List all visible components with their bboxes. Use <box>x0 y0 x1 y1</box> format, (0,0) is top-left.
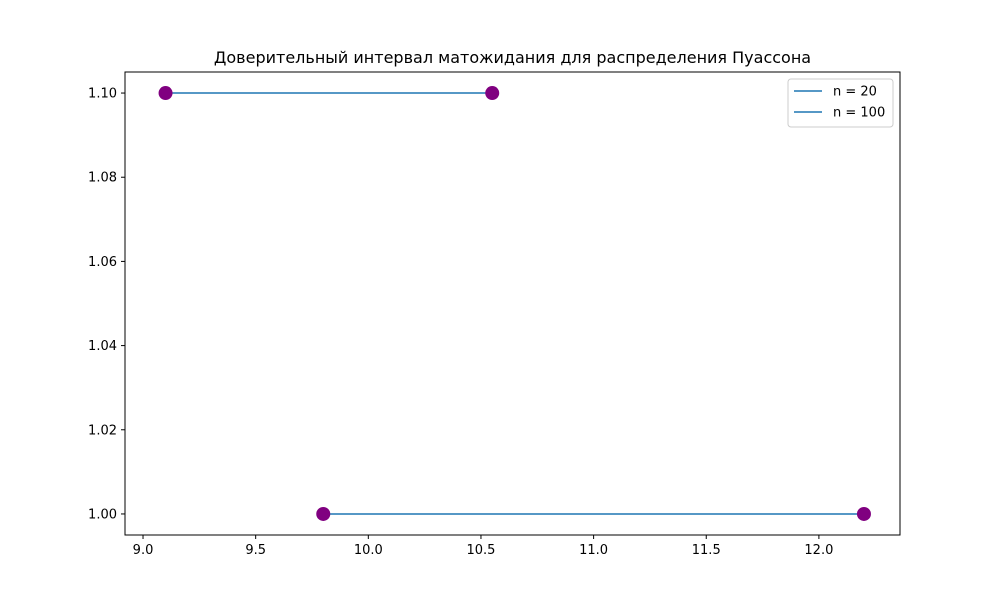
y-tick-label: 1.04 <box>88 339 117 354</box>
chart-title: Доверительный интервал матожидания для р… <box>214 48 811 67</box>
y-tick-label: 1.10 <box>88 87 117 102</box>
x-axis: 9.0 9.5 10.0 10.5 11.0 11.5 12.0 <box>133 535 833 558</box>
y-tick-label: 1.00 <box>88 507 117 522</box>
legend-label-1: n = 20 <box>833 85 877 100</box>
y-axis: 1.00 1.02 1.04 1.06 1.08 1.10 <box>88 87 125 522</box>
series-2-point <box>316 506 331 521</box>
series-1-point <box>158 86 173 101</box>
series-2-point <box>856 506 871 521</box>
plot-area <box>124 71 901 536</box>
x-tick-label: 12.0 <box>804 543 833 558</box>
x-tick-label: 9.0 <box>133 543 154 558</box>
x-tick-label: 11.5 <box>692 543 721 558</box>
y-tick-label: 1.06 <box>88 255 117 270</box>
series-1-point <box>485 86 500 101</box>
x-tick-label: 11.0 <box>579 543 608 558</box>
y-tick-label: 1.08 <box>88 171 117 186</box>
legend: n = 20 n = 100 <box>787 78 894 128</box>
x-tick-label: 10.0 <box>354 543 383 558</box>
x-tick-label: 9.5 <box>245 543 266 558</box>
legend-label-2: n = 100 <box>833 106 885 121</box>
y-tick-label: 1.02 <box>88 423 117 438</box>
axes-frame <box>124 71 901 536</box>
x-tick-label: 10.5 <box>466 543 495 558</box>
series-layer <box>158 86 871 521</box>
